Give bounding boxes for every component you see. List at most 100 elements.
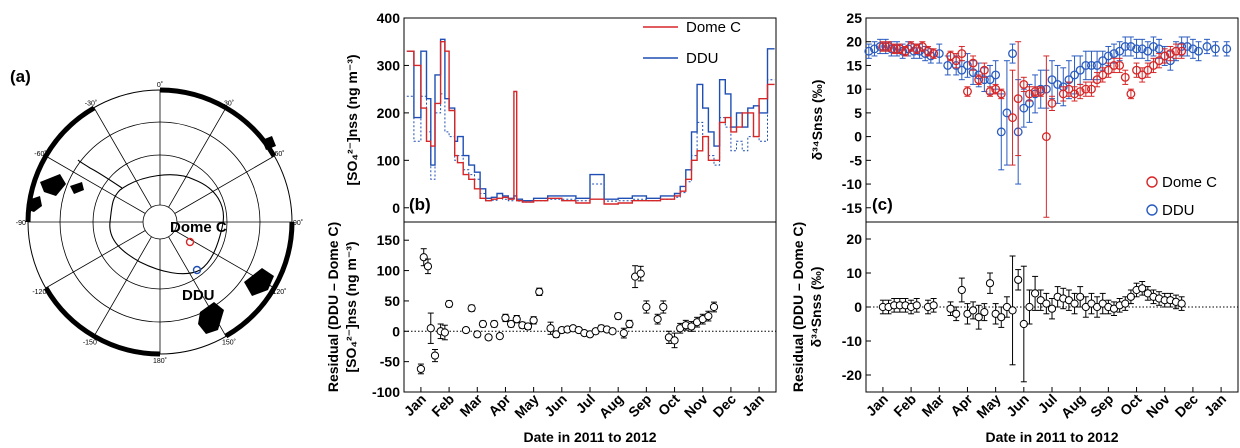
ddu-point [1126, 42, 1136, 51]
c-bottom-ytick-label: -20 [842, 367, 862, 383]
dome-c-point [963, 87, 972, 96]
b-residual-point [473, 330, 482, 339]
b-xtick-label: May [511, 391, 542, 422]
longitude-label: -150˚ [83, 339, 99, 347]
b-residual-point [506, 319, 516, 329]
dome-c-point [1025, 89, 1034, 99]
c-residual-point [957, 285, 966, 295]
c-bottom-ytick-label: -10 [842, 333, 862, 349]
b-xtick-label: Apr [485, 390, 514, 419]
b-bottom-y-axis: -100 -50 0 50 100 150 [372, 232, 409, 400]
meridian-line [45, 155, 146, 214]
b-residual-point [523, 322, 533, 331]
dome-c-point [906, 42, 916, 51]
ddu-point [881, 42, 891, 51]
c-residual-point [1138, 284, 1147, 293]
dome-c-label: Dome C [170, 219, 227, 236]
dome-c-point [1008, 113, 1017, 123]
c-xtick-label: Jan [863, 391, 891, 419]
dome-c-point [1126, 89, 1136, 99]
ddu-point [934, 49, 944, 59]
ddu-series-line [406, 38, 775, 202]
b-bottom-ytick-label: 50 [384, 293, 400, 309]
panel-a-label: (a) [10, 67, 31, 86]
ddu-point [898, 46, 908, 56]
c-bottom-ytick-label: 20 [846, 231, 862, 247]
dome-c-point [895, 44, 905, 54]
dome-c-point [929, 49, 939, 59]
ddu-point [963, 60, 972, 70]
dome-c-point [1165, 49, 1175, 59]
c-legend-dome-c: Dome C [1162, 174, 1217, 191]
ddu-point [903, 44, 913, 54]
b-xtick-label: Oct [655, 391, 683, 419]
b-residual-point [467, 304, 476, 313]
b-residual-point [529, 316, 538, 325]
c-xtick-label: Jun [1003, 391, 1032, 420]
ddu-point [943, 60, 953, 70]
ddu-point [886, 44, 896, 54]
b-legend: Dome C DDU [643, 19, 741, 67]
ddu-point [1202, 42, 1212, 51]
longitude-label: -60˚ [34, 150, 46, 158]
c-xlabel: Date in 2011 to 2012 [985, 429, 1118, 445]
new-zealand-landmass [198, 302, 224, 334]
ddu-point [1188, 44, 1198, 54]
dome-c-marker [185, 237, 195, 247]
peninsula-outline [77, 159, 123, 189]
b-residual-point [659, 302, 668, 312]
b-bottom-ytick-label: -50 [380, 354, 400, 370]
b-residual-point [416, 364, 426, 374]
ddu-point [1019, 103, 1029, 113]
b-residual-point [709, 302, 719, 312]
landmass [70, 182, 84, 194]
ddu-point [1008, 49, 1017, 59]
c-xtick-label: Dec [1172, 391, 1202, 421]
c-residual-point [1042, 299, 1051, 308]
c-residual-point [1121, 299, 1130, 308]
ddu-point [1075, 65, 1085, 75]
ddu-point [1087, 60, 1096, 70]
dome-c-point [974, 75, 984, 85]
dome-c-point [996, 89, 1006, 99]
dome-c-point [1092, 75, 1102, 85]
b-residual-point [495, 332, 504, 341]
b-residual-point [501, 313, 510, 323]
dome-c-point [1115, 60, 1125, 70]
c-xtick-label: Jan [1201, 391, 1229, 419]
c-top-marks [864, 36, 1232, 218]
c-xtick-label: Feb [890, 391, 919, 420]
b-top-ylabel: [SO₄²⁻]nss (ng m⁻³) [344, 54, 360, 185]
c-residual-point [1019, 319, 1028, 329]
c-residual-point [997, 313, 1006, 322]
panel-c-label: (c) [872, 195, 893, 214]
ddu-point [1047, 75, 1057, 85]
c-residual-point [1008, 306, 1017, 315]
ddu-label: DDU [182, 287, 215, 304]
b-xtick-label: Feb [428, 391, 457, 420]
b-top-ytick-label: 200 [377, 105, 401, 121]
longitude-labels: 0˚ 30˚ 60˚ 90˚ 120˚ 150˚ 180˚ -150˚ -120˚ -90˚ -60… [16, 81, 303, 365]
south-america-landmass [40, 174, 66, 196]
b-residual-point [687, 322, 696, 331]
b-top-ytick-label: 100 [377, 152, 401, 168]
c-legend-marker-dome-c [1146, 176, 1158, 188]
b-residual-point [419, 253, 428, 262]
meridian-line [174, 155, 275, 214]
ddu-point [996, 127, 1006, 137]
dome-c-point [985, 87, 995, 96]
longitude-label: 180˚ [153, 357, 167, 365]
ddu-point [1053, 79, 1063, 89]
c-residual-point [952, 309, 961, 318]
polar-map: 0˚ 30˚ 60˚ 90˚ 120˚ 150˚ 180˚ -150˚ -120˚ -90˚ -60… [16, 81, 303, 365]
c-residual-point [1014, 275, 1023, 284]
longitude-label: 30˚ [224, 100, 234, 108]
b-xtick-label: Mar [456, 390, 485, 419]
b-bottom-ylabel-line1: Residual (DDU – Dome C) [325, 222, 341, 392]
dome-c-point [946, 51, 955, 61]
c-residual-point [929, 301, 938, 310]
ddu-point [1132, 44, 1141, 54]
c-top-y-axis: -15 -10 -5 0 5 10 15 20 25 [842, 10, 871, 216]
ddu-point [1149, 42, 1158, 51]
